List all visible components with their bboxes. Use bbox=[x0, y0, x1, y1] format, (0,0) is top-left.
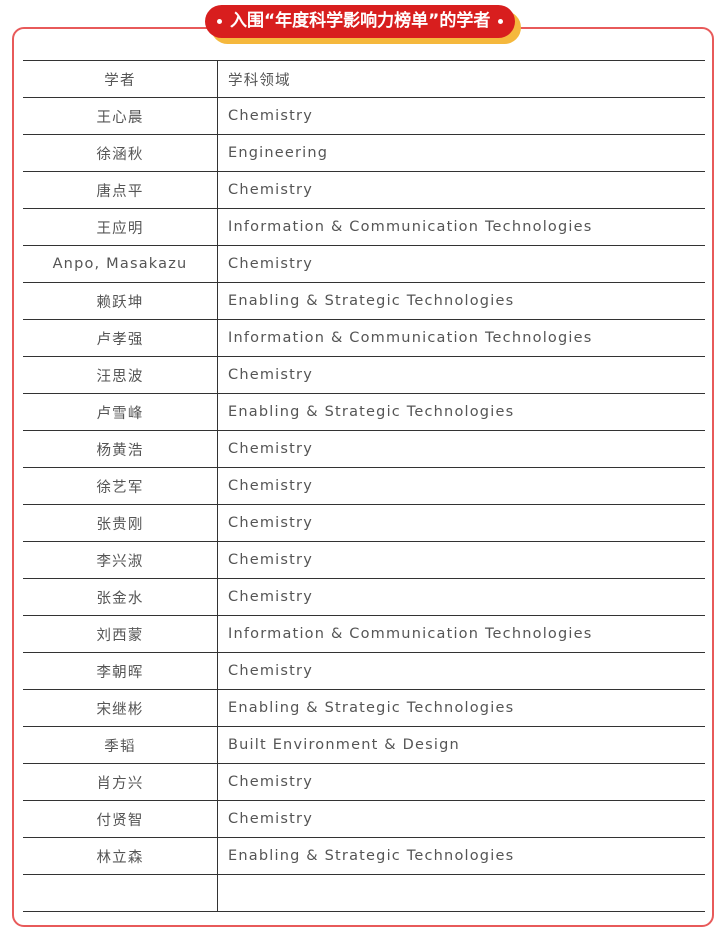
bullet-dot-icon bbox=[498, 19, 504, 24]
subject-field: Built Environment & Design bbox=[217, 726, 705, 764]
subject-field: Enabling & Strategic Technologies bbox=[217, 393, 705, 431]
table-row: 汪思波 Chemistry bbox=[23, 356, 705, 394]
subject-field: Chemistry bbox=[217, 504, 705, 542]
scholar-name: 汪思波 bbox=[23, 356, 218, 394]
scholar-name: 赖跃坤 bbox=[23, 282, 218, 320]
subject-field: Enabling & Strategic Technologies bbox=[217, 689, 705, 727]
scholar-name: 王心晨 bbox=[23, 97, 218, 135]
scholar-name: 徐艺军 bbox=[23, 467, 218, 505]
subject-field: Chemistry bbox=[217, 356, 705, 394]
scholar-name: Anpo, Masakazu bbox=[23, 245, 218, 283]
subject-field: Chemistry bbox=[217, 97, 705, 135]
scholar-name: 刘西蒙 bbox=[23, 615, 218, 653]
subject-field bbox=[217, 874, 705, 912]
section-banner: 入围“年度科学影响力榜单”的学者 bbox=[205, 5, 522, 44]
scholar-name: 卢雪峰 bbox=[23, 393, 218, 431]
subject-field: Chemistry bbox=[217, 578, 705, 616]
subject-field: Chemistry bbox=[217, 171, 705, 209]
subject-field: Enabling & Strategic Technologies bbox=[217, 282, 705, 320]
subject-field: Chemistry bbox=[217, 245, 705, 283]
banner-title: 入围“年度科学影响力榜单”的学者 bbox=[230, 11, 491, 31]
subject-field: Chemistry bbox=[217, 430, 705, 468]
table-row: 徐艺军 Chemistry bbox=[23, 467, 705, 505]
table-row: 肖方兴 Chemistry bbox=[23, 763, 705, 801]
scholar-name: 季韬 bbox=[23, 726, 218, 764]
subject-field: Information & Communication Technologies bbox=[217, 208, 705, 246]
subject-field: Information & Communication Technologies bbox=[217, 615, 705, 653]
table-row: 宋继彬 Enabling & Strategic Technologies bbox=[23, 689, 705, 727]
table-row: 张金水 Chemistry bbox=[23, 578, 705, 616]
table-row: 李兴淑 Chemistry bbox=[23, 541, 705, 579]
subject-field: Chemistry bbox=[217, 467, 705, 505]
scholar-name: 付贤智 bbox=[23, 800, 218, 838]
table-row: 付贤智 Chemistry bbox=[23, 800, 705, 838]
table-row: 王应明 Information & Communication Technolog… bbox=[23, 208, 705, 246]
scholar-name: 李兴淑 bbox=[23, 541, 218, 579]
subject-field: Enabling & Strategic Technologies bbox=[217, 837, 705, 875]
subject-field: Chemistry bbox=[217, 541, 705, 579]
table-row: 赖跃坤 Enabling & Strategic Technologies bbox=[23, 282, 705, 320]
scholar-name: 张贵刚 bbox=[23, 504, 218, 542]
table-row bbox=[23, 874, 705, 912]
table-row: 林立森 Enabling & Strategic Technologies bbox=[23, 837, 705, 875]
table-header-row: 学者 学科领域 bbox=[23, 60, 705, 98]
table-row: 卢孝强 Information & Communication Technolog… bbox=[23, 319, 705, 357]
table-row: 李朝晖 Chemistry bbox=[23, 652, 705, 690]
header-scholar: 学者 bbox=[23, 60, 218, 98]
scholar-name: 林立森 bbox=[23, 837, 218, 875]
subject-field: Chemistry bbox=[217, 652, 705, 690]
scholar-name bbox=[23, 874, 218, 912]
table-row: 卢雪峰 Enabling & Strategic Technologies bbox=[23, 393, 705, 431]
scholar-name: 杨黄浩 bbox=[23, 430, 218, 468]
table-row: 张贵刚 Chemistry bbox=[23, 504, 705, 542]
scholars-table: 学者 学科领域 王心晨 Chemistry 徐涵秋 Engineering 唐点平 Che… bbox=[23, 60, 705, 912]
table-row: 季韬 Built Environment & Design bbox=[23, 726, 705, 764]
scholar-name: 张金水 bbox=[23, 578, 218, 616]
subject-field: Information & Communication Technologies bbox=[217, 319, 705, 357]
scholar-name: 徐涵秋 bbox=[23, 134, 218, 172]
table-row: 刘西蒙 Information & Communication Technolog… bbox=[23, 615, 705, 653]
scholar-name: 肖方兴 bbox=[23, 763, 218, 801]
subject-field: Engineering bbox=[217, 134, 705, 172]
table-row: 王心晨 Chemistry bbox=[23, 97, 705, 135]
subject-field: Chemistry bbox=[217, 800, 705, 838]
scholar-name: 王应明 bbox=[23, 208, 218, 246]
header-field: 学科领域 bbox=[217, 60, 705, 98]
table-row: 徐涵秋 Engineering bbox=[23, 134, 705, 172]
scholar-name: 李朝晖 bbox=[23, 652, 218, 690]
table-row: Anpo, Masakazu Chemistry bbox=[23, 245, 705, 283]
scholar-name: 卢孝强 bbox=[23, 319, 218, 357]
bullet-dot-icon bbox=[217, 19, 222, 24]
scholar-name: 唐点平 bbox=[23, 171, 218, 209]
subject-field: Chemistry bbox=[217, 763, 705, 801]
scholar-name: 宋继彬 bbox=[23, 689, 218, 727]
table-row: 唐点平 Chemistry bbox=[23, 171, 705, 209]
table-row: 杨黄浩 Chemistry bbox=[23, 430, 705, 468]
